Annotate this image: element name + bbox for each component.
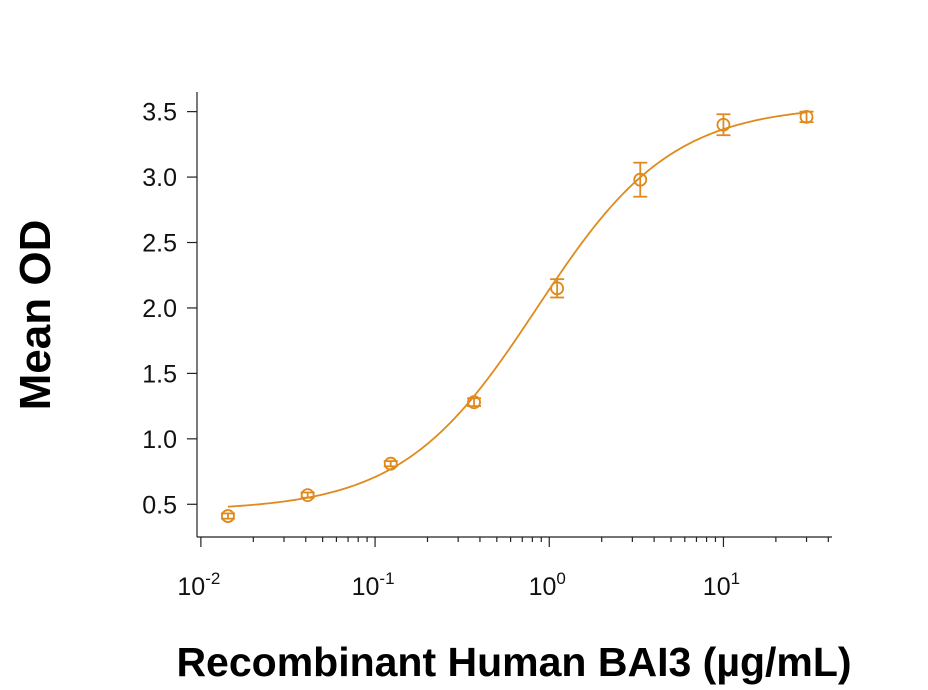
x-tick-base: 10 [529,573,557,601]
x-ticks: 10-2 10-1 100 101 [177,537,829,601]
data-point [716,113,731,137]
x-tick-label: 10-2 [177,569,220,601]
data-point [383,456,398,471]
x-tick-label: 10-1 [352,569,395,601]
y-tick-label: 3.5 [142,99,177,127]
x-tick-exponent: 0 [556,569,565,588]
fit-curve-layer [227,111,807,508]
y-tick-label: 2.0 [142,295,177,323]
point-marker [300,488,315,503]
x-axis-title: Recombinant Human BAI3 (µg/mL) [176,639,851,685]
y-tick-label: 1.5 [142,360,177,388]
x-tick-exponent: -2 [205,569,220,588]
x-tick-label: 100 [529,569,566,601]
y-tick-label: 0.5 [142,491,177,519]
point-marker [383,456,398,471]
data-point [799,109,814,124]
point-marker [221,509,235,523]
y-ticks: 0.5 1.0 1.5 2.0 2.5 3.0 3.5 [142,99,197,519]
point-marker [550,281,565,296]
fit-curve [227,111,807,508]
y-tick-label: 1.0 [142,426,177,454]
axes [196,92,832,538]
x-tick-base: 10 [352,573,380,601]
y-tick-label: 3.0 [142,164,177,192]
point-marker [716,117,731,132]
x-tick-exponent: 1 [731,569,740,588]
data-point [467,395,482,410]
x-tick-exponent: -1 [379,569,394,588]
data-points-layer [220,109,814,523]
y-axis-title: Mean OD [11,220,60,411]
x-tick-base: 10 [703,573,731,601]
point-marker [633,172,648,187]
y-tick-label: 2.5 [142,230,177,258]
data-point [550,278,565,299]
data-point [220,509,235,523]
point-marker [467,395,481,410]
x-tick-base: 10 [177,573,205,601]
data-point [300,488,315,503]
x-tick-label: 101 [703,569,740,601]
data-point [633,161,648,198]
point-marker [799,109,814,124]
